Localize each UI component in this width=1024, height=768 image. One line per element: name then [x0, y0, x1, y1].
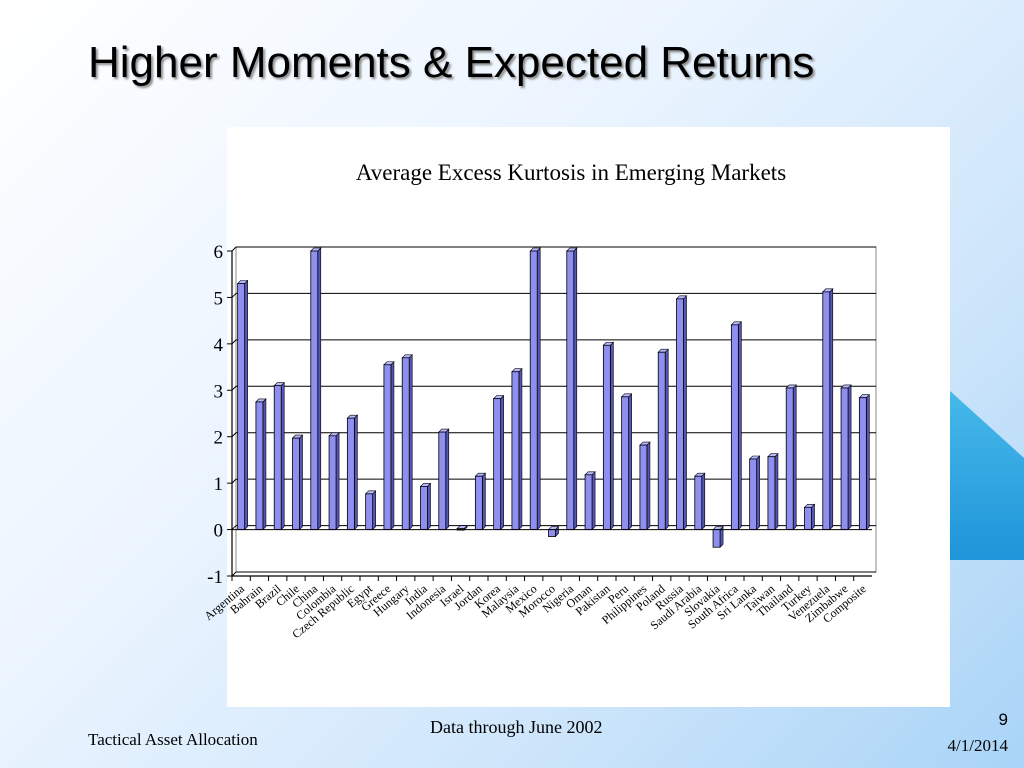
y-tick-label: 3 — [214, 381, 224, 402]
bar-side — [756, 455, 760, 531]
bar — [657, 351, 666, 530]
bar — [694, 475, 703, 530]
bar-side — [792, 384, 797, 531]
bar — [365, 493, 374, 530]
bar — [292, 437, 300, 530]
bar — [749, 458, 758, 530]
bar-side — [664, 348, 669, 531]
y-tick-label: 6 — [214, 242, 224, 263]
bar-side — [591, 471, 596, 531]
bar — [493, 398, 502, 530]
bar-side — [847, 384, 852, 531]
bar-side — [573, 247, 578, 531]
bar-side — [646, 441, 651, 531]
bar-side — [354, 414, 358, 531]
bar-side — [738, 321, 742, 531]
bar — [310, 250, 319, 530]
bar — [511, 371, 520, 530]
y-tick-label: 1 — [214, 474, 224, 495]
chart-title: Average Excess Kurtosis in Emerging Mark… — [355, 160, 787, 185]
bar-side — [427, 482, 431, 531]
footer-data-note: Data through June 2002 — [430, 717, 603, 737]
gridline-depth — [231, 385, 237, 391]
bar-side — [683, 295, 687, 531]
bar — [785, 387, 794, 530]
bar-side — [500, 394, 504, 531]
bar — [804, 506, 812, 530]
bar-side — [518, 367, 523, 531]
bar-side — [390, 361, 395, 531]
y-tick-label: 2 — [214, 428, 224, 449]
bar-side — [372, 490, 376, 531]
bar-side — [536, 247, 541, 531]
page-number: 9 — [998, 710, 1008, 729]
bar — [255, 401, 264, 530]
gridline-depth — [231, 525, 237, 530]
bar — [822, 291, 831, 530]
bar-side — [774, 452, 779, 531]
bar — [237, 283, 246, 530]
bar — [420, 485, 428, 530]
bar — [383, 364, 392, 530]
bar — [438, 431, 447, 530]
bar-side — [866, 393, 870, 531]
y-tick-label: -1 — [207, 567, 223, 588]
bar-side — [445, 428, 450, 531]
bar-side — [244, 279, 248, 531]
bar — [858, 397, 867, 530]
bar — [584, 474, 593, 530]
gridline-depth — [231, 571, 237, 577]
bar — [328, 435, 337, 530]
y-tick-label: 0 — [214, 521, 224, 542]
bar — [401, 357, 410, 530]
bar-side — [262, 398, 267, 531]
bar — [712, 529, 721, 548]
bar — [529, 250, 538, 530]
bar-side — [335, 432, 340, 531]
gridline-depth — [231, 478, 237, 484]
gridline-depth — [231, 432, 237, 438]
bar-side — [628, 393, 632, 531]
y-tick-label: 4 — [214, 335, 224, 356]
axis-layer — [227, 250, 872, 581]
bar — [840, 387, 849, 530]
bar-side — [811, 503, 815, 531]
gridline-depth — [231, 293, 237, 298]
bar — [767, 456, 776, 530]
bar — [566, 250, 575, 530]
bar-side — [610, 341, 614, 531]
bar — [548, 529, 556, 537]
bar-side — [299, 434, 303, 531]
bar-side — [829, 288, 834, 531]
bar-layer — [236, 247, 871, 548]
y-tick-label: 5 — [214, 288, 224, 309]
slide-title: Higher Moments & Expected Returns — [88, 38, 815, 87]
bar — [621, 396, 630, 530]
bar-side — [280, 381, 285, 531]
slide-date: 4/1/2014 — [947, 736, 1008, 755]
bar-side — [317, 247, 322, 531]
bar — [273, 385, 282, 530]
bar-side — [701, 472, 706, 531]
bar-side — [482, 472, 486, 531]
bar — [346, 417, 355, 530]
footer-course-name: Tactical Asset Allocation — [88, 730, 258, 749]
bar — [474, 475, 483, 530]
gridline-depth — [231, 339, 237, 345]
bar — [639, 444, 648, 530]
bar — [602, 344, 611, 530]
bar — [676, 298, 684, 530]
bar-side — [408, 354, 413, 531]
gridline-depth — [231, 246, 237, 252]
bar — [730, 324, 739, 530]
